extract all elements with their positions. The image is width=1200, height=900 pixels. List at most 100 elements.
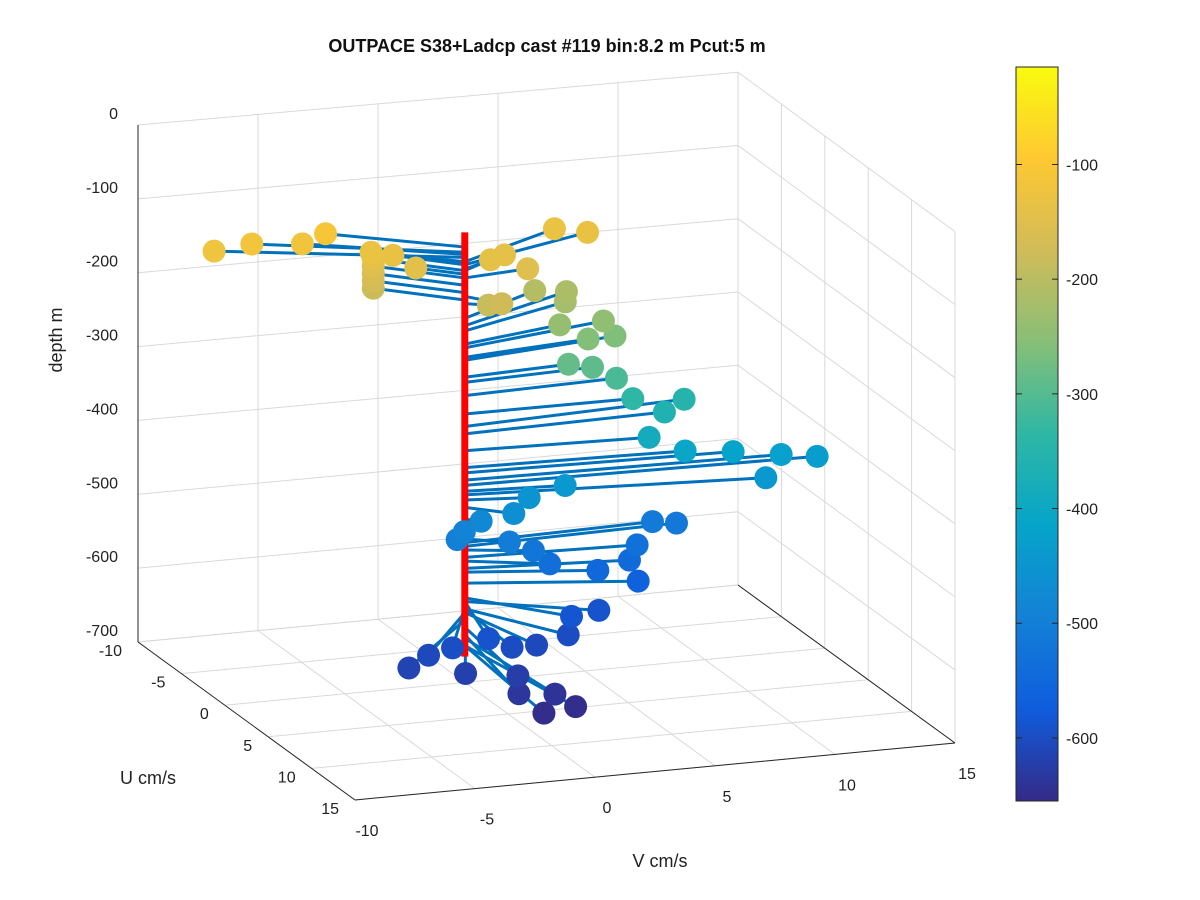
z-tick-label: -600 [86,549,118,566]
colorbar-tick-label: -100 [1066,157,1098,174]
z-tick-label: -400 [86,401,118,418]
x-tick-label: -5 [480,812,494,829]
data-point [652,400,676,424]
data-point [543,682,567,706]
side-wall-grid-line [737,364,956,525]
side-wall-grid-line [737,71,956,233]
velocity-vector [463,626,519,677]
velocity-vector [464,319,604,350]
velocity-vector [464,290,567,328]
velocity-vector [464,476,766,497]
data-point [587,598,611,622]
z-tick-label: -200 [86,254,118,271]
data-point [477,627,501,651]
y-tick-label: 15 [321,801,339,818]
y-tick-labels: -10 -5 0 5 10 15 [99,643,339,818]
z-tick-label: 0 [109,106,118,123]
back-wall-grid-line [137,291,739,348]
x-axis-label: V cm/s [632,851,687,871]
data-point [664,511,688,535]
back-wall-grid-line [137,71,739,126]
data-point [564,695,588,719]
data-point [576,327,600,351]
z-tick-label: -500 [86,475,118,492]
side-wall-grid-line [737,438,956,598]
velocity-vector [464,568,598,574]
colorbar-tick-label: -600 [1066,731,1098,748]
data-point [202,239,226,263]
velocity-vector [251,242,465,254]
data-point [542,217,566,241]
x-tick-label: 0 [603,800,612,817]
back-wall-grid-line [137,584,739,643]
data-point [580,355,604,379]
data-point [805,444,829,468]
data-point [576,220,600,244]
colorbar-tick-label: -200 [1066,272,1098,289]
z-tick-label: -300 [86,328,118,345]
data-point [625,533,649,557]
data-point [769,443,793,467]
data-point [604,366,628,390]
y-tick-label: 10 [278,769,296,786]
data-point [554,280,578,304]
colorbar-ticks: -100 -200 -300 -400 -500 -600 [1016,157,1098,748]
floor-grid-line [311,710,912,769]
axes-3d: -10 -5 0 5 10 15 -10 -5 0 5 10 15 0 -100 -200 -300 -40… [86,71,976,840]
x-tick-labels: -10 -5 0 5 10 15 [355,766,976,840]
velocity-vector [464,484,566,493]
side-wall-grid-line [737,145,956,306]
data-point [452,520,476,544]
velocity-vector [464,596,572,618]
velocity-vector [373,286,465,302]
data-point [548,313,572,337]
data-point [591,309,615,333]
x-tick-label: 15 [958,766,976,783]
data-point [454,662,478,686]
data-point [502,502,526,526]
data-point [469,509,493,533]
data-points [202,217,829,725]
data-point [517,486,541,510]
data-point [507,682,531,706]
side-wall-grid-line [737,218,956,379]
colorbar: -100 -200 -300 -400 -500 -600 [1015,66,1098,802]
data-point [359,240,383,264]
side-wall-grid-line [737,511,956,671]
y-tick-label: -10 [99,643,122,660]
velocity-vector [464,543,638,559]
back-wall-grid-line [137,144,739,200]
velocity-vector [464,559,550,566]
data-point [490,292,514,316]
data-point [381,243,405,267]
axes-box [137,125,956,801]
z-tick-labels: 0 -100 -200 -300 -400 -500 -600 -700 [86,106,118,640]
data-point [516,257,540,281]
data-point [404,256,428,280]
data-point [506,664,530,688]
back-wall-grid-line [137,437,739,495]
data-point [397,656,421,680]
velocity-vector [464,579,639,585]
axis-edge [737,584,956,744]
data-point [754,466,778,490]
floor-grid-line [377,618,596,778]
side-wall-grid-line [737,291,956,452]
velocity-vector [464,410,665,436]
z-tick-label: -100 [86,180,118,197]
floor-grid-line [497,607,716,767]
colorbar-tick-label: -500 [1066,616,1098,633]
y-axis-label: U cm/s [120,768,176,788]
axis-edge [354,742,956,801]
velocity-vector [464,397,633,416]
data-point [532,701,556,725]
back-wall-grid-line [137,511,739,569]
data-point [626,569,650,593]
data-point [538,552,562,576]
velocity-vector [464,323,561,346]
colorbar-tick-label: -300 [1066,387,1098,404]
y-tick-label: -5 [151,675,165,692]
floor-grid-line [257,630,476,790]
y-tick-label: 5 [243,738,252,755]
